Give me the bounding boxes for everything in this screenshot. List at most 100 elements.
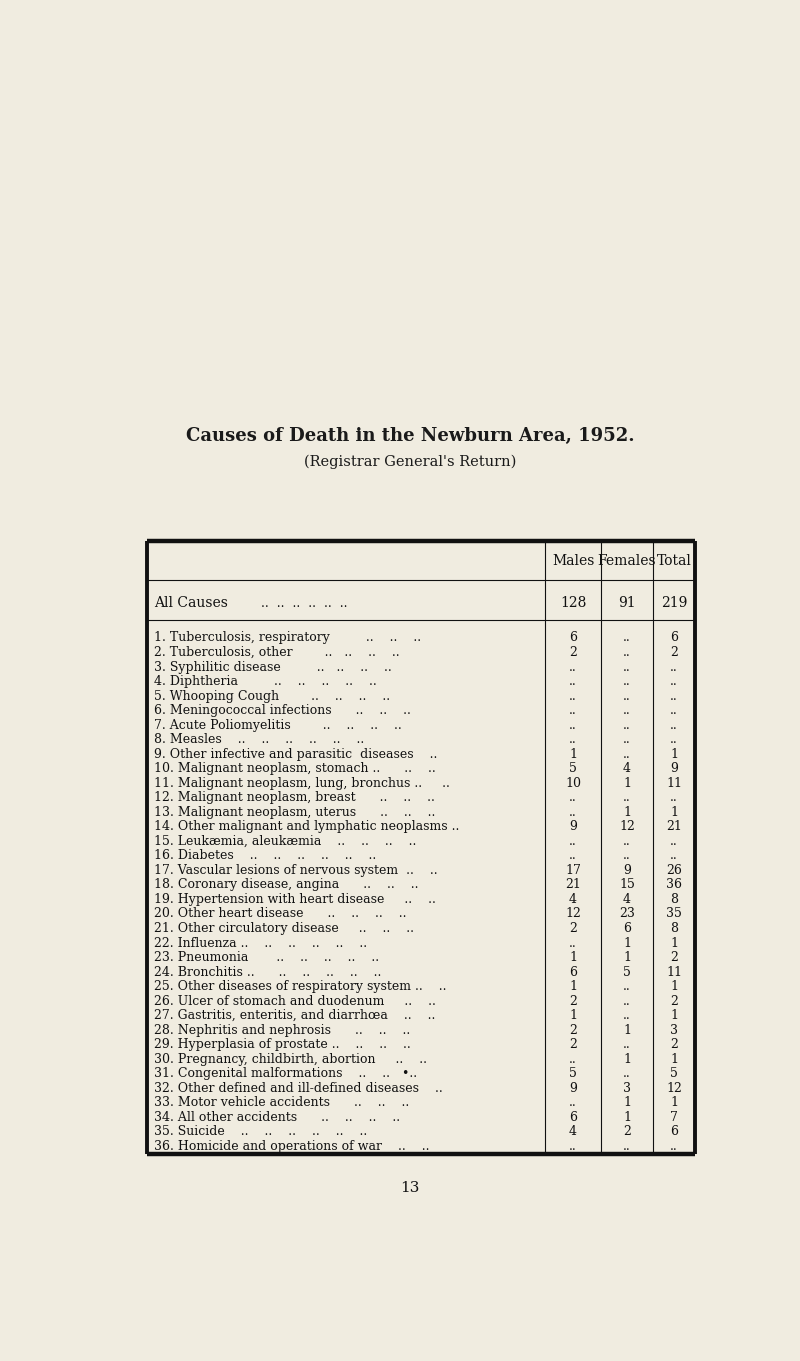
Text: ..  ..  ..  ..  ..  ..: .. .. .. .. .. .. — [262, 597, 348, 610]
Text: 36: 36 — [666, 878, 682, 891]
Text: Causes of Death in the Newburn Area, 1952.: Causes of Death in the Newburn Area, 195… — [186, 427, 634, 445]
Text: ..: .. — [670, 660, 678, 674]
Text: 12: 12 — [565, 908, 581, 920]
Text: ..: .. — [670, 791, 678, 804]
Text: 2: 2 — [670, 951, 678, 964]
Text: ..: .. — [670, 849, 678, 863]
Text: ..: .. — [670, 834, 678, 848]
Text: 6: 6 — [569, 1111, 577, 1124]
Text: 26: 26 — [666, 864, 682, 876]
Text: 11: 11 — [666, 965, 682, 979]
Text: ..: .. — [623, 704, 631, 717]
Text: ..: .. — [623, 995, 631, 1007]
Text: 2: 2 — [569, 995, 577, 1007]
Text: 6. Meningococcal infections      ..    ..    ..: 6. Meningococcal infections .. .. .. — [154, 704, 411, 717]
Text: ..: .. — [569, 1097, 577, 1109]
Text: 1: 1 — [569, 980, 577, 994]
Text: ..: .. — [670, 690, 678, 702]
Text: 35: 35 — [666, 908, 682, 920]
Text: 22. Influenza ..    ..    ..    ..    ..    ..: 22. Influenza .. .. .. .. .. .. — [154, 936, 367, 950]
Text: 6: 6 — [623, 921, 631, 935]
Text: ..: .. — [569, 660, 577, 674]
Text: ..: .. — [569, 791, 577, 804]
Text: 4: 4 — [569, 1126, 577, 1138]
Text: ..: .. — [623, 791, 631, 804]
Text: ..: .. — [623, 719, 631, 732]
Text: ..: .. — [569, 1052, 577, 1066]
Text: 23: 23 — [619, 908, 635, 920]
Text: 2: 2 — [670, 995, 678, 1007]
Text: 14. Other malignant and lymphatic neoplasms ..: 14. Other malignant and lymphatic neopla… — [154, 821, 459, 833]
Text: 10. Malignant neoplasm, stomach ..      ..    ..: 10. Malignant neoplasm, stomach .. .. .. — [154, 762, 436, 776]
Text: ..: .. — [670, 719, 678, 732]
Text: 4: 4 — [569, 893, 577, 906]
Text: 21: 21 — [666, 821, 682, 833]
Text: 8: 8 — [670, 921, 678, 935]
Text: 8: 8 — [670, 893, 678, 906]
Text: 6: 6 — [670, 632, 678, 645]
Text: 5: 5 — [670, 1067, 678, 1081]
Text: 11: 11 — [666, 777, 682, 789]
Text: 3: 3 — [670, 1023, 678, 1037]
Text: 11. Malignant neoplasm, lung, bronchus ..     ..: 11. Malignant neoplasm, lung, bronchus .… — [154, 777, 450, 789]
Text: ..: .. — [623, 1009, 631, 1022]
Text: 27. Gastritis, enteritis, and diarrhœa    ..    ..: 27. Gastritis, enteritis, and diarrhœa .… — [154, 1009, 435, 1022]
Text: 219: 219 — [661, 596, 687, 611]
Text: 9: 9 — [569, 1082, 577, 1094]
Text: ..: .. — [623, 632, 631, 645]
Text: 7: 7 — [670, 1111, 678, 1124]
Text: 34. All other accidents      ..    ..    ..    ..: 34. All other accidents .. .. .. .. — [154, 1111, 400, 1124]
Text: (Registrar General's Return): (Registrar General's Return) — [304, 455, 516, 470]
Text: 1: 1 — [623, 777, 631, 789]
Text: 1: 1 — [670, 806, 678, 819]
Text: ..: .. — [623, 690, 631, 702]
Text: ..: .. — [623, 646, 631, 659]
Text: ..: .. — [569, 849, 577, 863]
Text: ..: .. — [670, 734, 678, 746]
Text: 1: 1 — [623, 936, 631, 950]
Text: 1: 1 — [670, 936, 678, 950]
Text: ..: .. — [670, 675, 678, 689]
Text: 30. Pregnancy, childbirth, abortion     ..    ..: 30. Pregnancy, childbirth, abortion .. .… — [154, 1052, 427, 1066]
Text: ..: .. — [623, 660, 631, 674]
Text: 13: 13 — [400, 1181, 420, 1195]
Text: 1: 1 — [569, 747, 577, 761]
Text: ..: .. — [623, 675, 631, 689]
Text: 1: 1 — [569, 1009, 577, 1022]
Text: ..: .. — [670, 704, 678, 717]
Text: ..: .. — [569, 806, 577, 819]
Text: Females: Females — [598, 554, 656, 568]
Text: 1: 1 — [670, 747, 678, 761]
Text: 23. Pneumonia       ..    ..    ..    ..    ..: 23. Pneumonia .. .. .. .. .. — [154, 951, 379, 964]
Text: 28. Nephritis and nephrosis      ..    ..    ..: 28. Nephritis and nephrosis .. .. .. — [154, 1023, 410, 1037]
Text: 17. Vascular lesions of nervous system  ..    ..: 17. Vascular lesions of nervous system .… — [154, 864, 438, 876]
Text: 1: 1 — [670, 980, 678, 994]
Text: 5. Whooping Cough        ..    ..    ..    ..: 5. Whooping Cough .. .. .. .. — [154, 690, 390, 702]
Text: 1: 1 — [623, 1097, 631, 1109]
Text: 4: 4 — [623, 893, 631, 906]
Text: ..: .. — [623, 980, 631, 994]
Text: ..: .. — [623, 734, 631, 746]
Text: 9. Other infective and parasitic  diseases    ..: 9. Other infective and parasitic disease… — [154, 747, 438, 761]
Text: 15. Leukæmia, aleukæmia    ..    ..    ..    ..: 15. Leukæmia, aleukæmia .. .. .. .. — [154, 834, 416, 848]
Text: ..: .. — [623, 747, 631, 761]
Text: 16. Diabetes    ..    ..    ..    ..    ..    ..: 16. Diabetes .. .. .. .. .. .. — [154, 849, 376, 863]
Text: ..: .. — [623, 1141, 631, 1153]
Text: 9: 9 — [670, 762, 678, 776]
Text: Total: Total — [657, 554, 691, 568]
Text: 3. Syphilitic disease         ..   ..    ..    ..: 3. Syphilitic disease .. .. .. .. — [154, 660, 392, 674]
Text: 9: 9 — [623, 864, 631, 876]
Text: 5: 5 — [623, 965, 631, 979]
Text: 21: 21 — [565, 878, 581, 891]
Text: 10: 10 — [565, 777, 581, 789]
Text: 21. Other circulatory disease     ..    ..    ..: 21. Other circulatory disease .. .. .. — [154, 921, 414, 935]
Text: 6: 6 — [670, 1126, 678, 1138]
Text: 2: 2 — [670, 646, 678, 659]
Text: 2: 2 — [569, 921, 577, 935]
Text: ..: .. — [569, 690, 577, 702]
Text: 7. Acute Poliomyelitis        ..    ..    ..    ..: 7. Acute Poliomyelitis .. .. .. .. — [154, 719, 402, 732]
Text: ..: .. — [569, 936, 577, 950]
Text: 31. Congenital malformations    ..    ..   •..: 31. Congenital malformations .. .. •.. — [154, 1067, 417, 1081]
Text: 17: 17 — [565, 864, 581, 876]
Text: 2: 2 — [569, 1023, 577, 1037]
